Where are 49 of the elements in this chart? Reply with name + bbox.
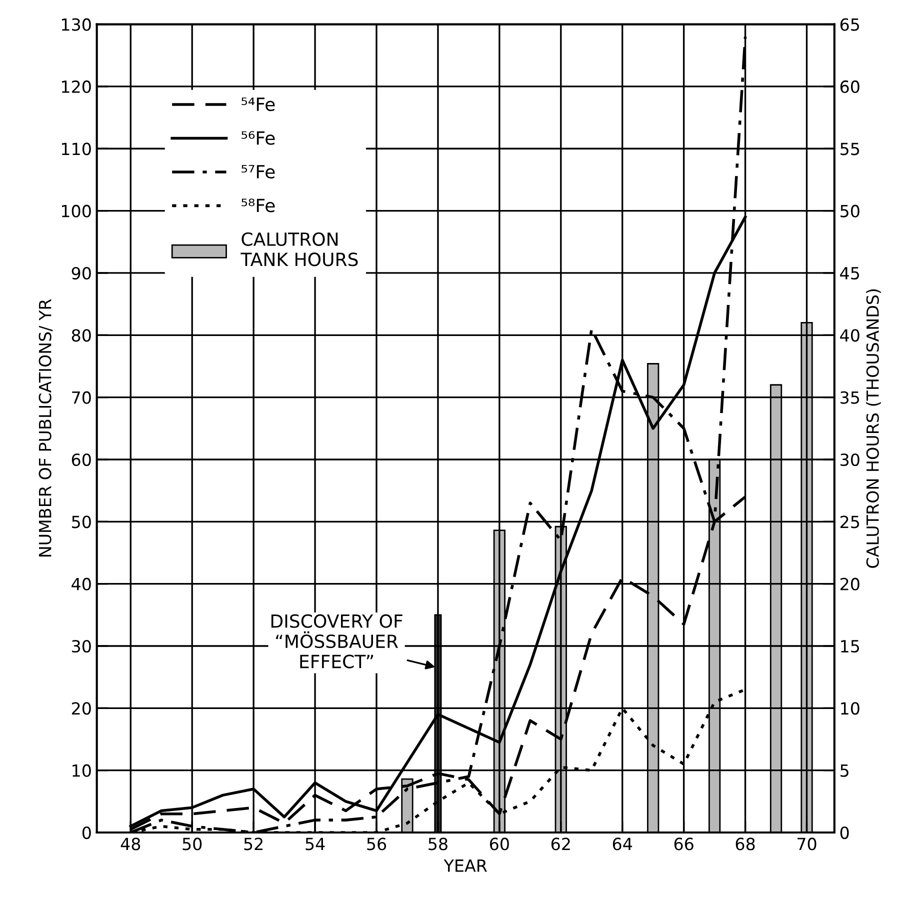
legend-label: ⁵⁴Fe xyxy=(242,98,275,112)
x-tick-label: 64 xyxy=(612,838,632,850)
x-axis-title: YEAR xyxy=(444,860,487,872)
y2-tick-label: 20 xyxy=(840,578,860,590)
x-tick-label: 62 xyxy=(551,838,570,850)
x-tick-label: 54 xyxy=(306,838,325,850)
y2-tick-label: 0 xyxy=(840,826,849,840)
legend-label: ⁵⁸Fe xyxy=(242,198,275,212)
y-tick-label: 120 xyxy=(62,80,91,94)
legend-label: ⁵⁶Fe xyxy=(242,131,275,145)
legend-label: CALUTRON TANK HOURS xyxy=(240,232,358,266)
legend-label: ⁵⁷Fe xyxy=(242,165,275,179)
y-tick-label: 10 xyxy=(72,764,91,777)
x-tick-label: 70 xyxy=(798,838,816,850)
x-tick-label: 56 xyxy=(367,838,386,850)
y2-tick-label: 15 xyxy=(841,640,860,653)
y-tick-label: 90 xyxy=(72,266,91,280)
y-tick-label: 100 xyxy=(62,204,91,218)
y-tick-label: 130 xyxy=(62,18,91,31)
y2-tick-label: 30 xyxy=(840,453,860,466)
y2-tick-label: 35 xyxy=(840,391,860,404)
y2-tick-label: 10 xyxy=(841,702,860,715)
y-tick-label: 50 xyxy=(72,516,91,528)
y2-axis-title: CALUTRON HOURS (THOUSANDS) xyxy=(866,289,881,568)
y-tick-label: 60 xyxy=(72,453,91,466)
y2-tick-label: 5 xyxy=(840,764,848,777)
y2-tick-label: 65 xyxy=(840,18,860,31)
y-tick-label: 110 xyxy=(62,142,91,156)
y-tick-label: 80 xyxy=(72,329,91,342)
y-tick-label: 40 xyxy=(72,578,91,590)
x-tick-label: 58 xyxy=(428,838,448,850)
y-tick-label: 0 xyxy=(82,826,91,840)
x-tick-label: 60 xyxy=(490,838,509,850)
y2-tick-label: 40 xyxy=(840,329,860,342)
y2-tick-label: 60 xyxy=(840,80,860,94)
x-tick-label: 48 xyxy=(120,838,140,850)
x-tick-label: 66 xyxy=(674,838,694,850)
y-tick-label: 20 xyxy=(72,702,91,715)
x-tick-label: 50 xyxy=(182,838,202,850)
y2-tick-label: 50 xyxy=(840,204,860,218)
y2-tick-label: 55 xyxy=(840,142,860,156)
y2-tick-label: 25 xyxy=(840,516,860,528)
y-tick-label: 70 xyxy=(72,391,91,404)
y-axis-title: NUMBER OF PUBLICATIONS/ YR xyxy=(38,299,53,556)
y-tick-label: 30 xyxy=(72,640,91,653)
x-tick-label: 68 xyxy=(736,838,755,850)
annotation: DISCOVERY OF “MÖSSBAUER EFFECT” xyxy=(271,614,402,668)
y2-tick-label: 45 xyxy=(840,267,860,280)
x-tick-label: 52 xyxy=(244,838,263,850)
